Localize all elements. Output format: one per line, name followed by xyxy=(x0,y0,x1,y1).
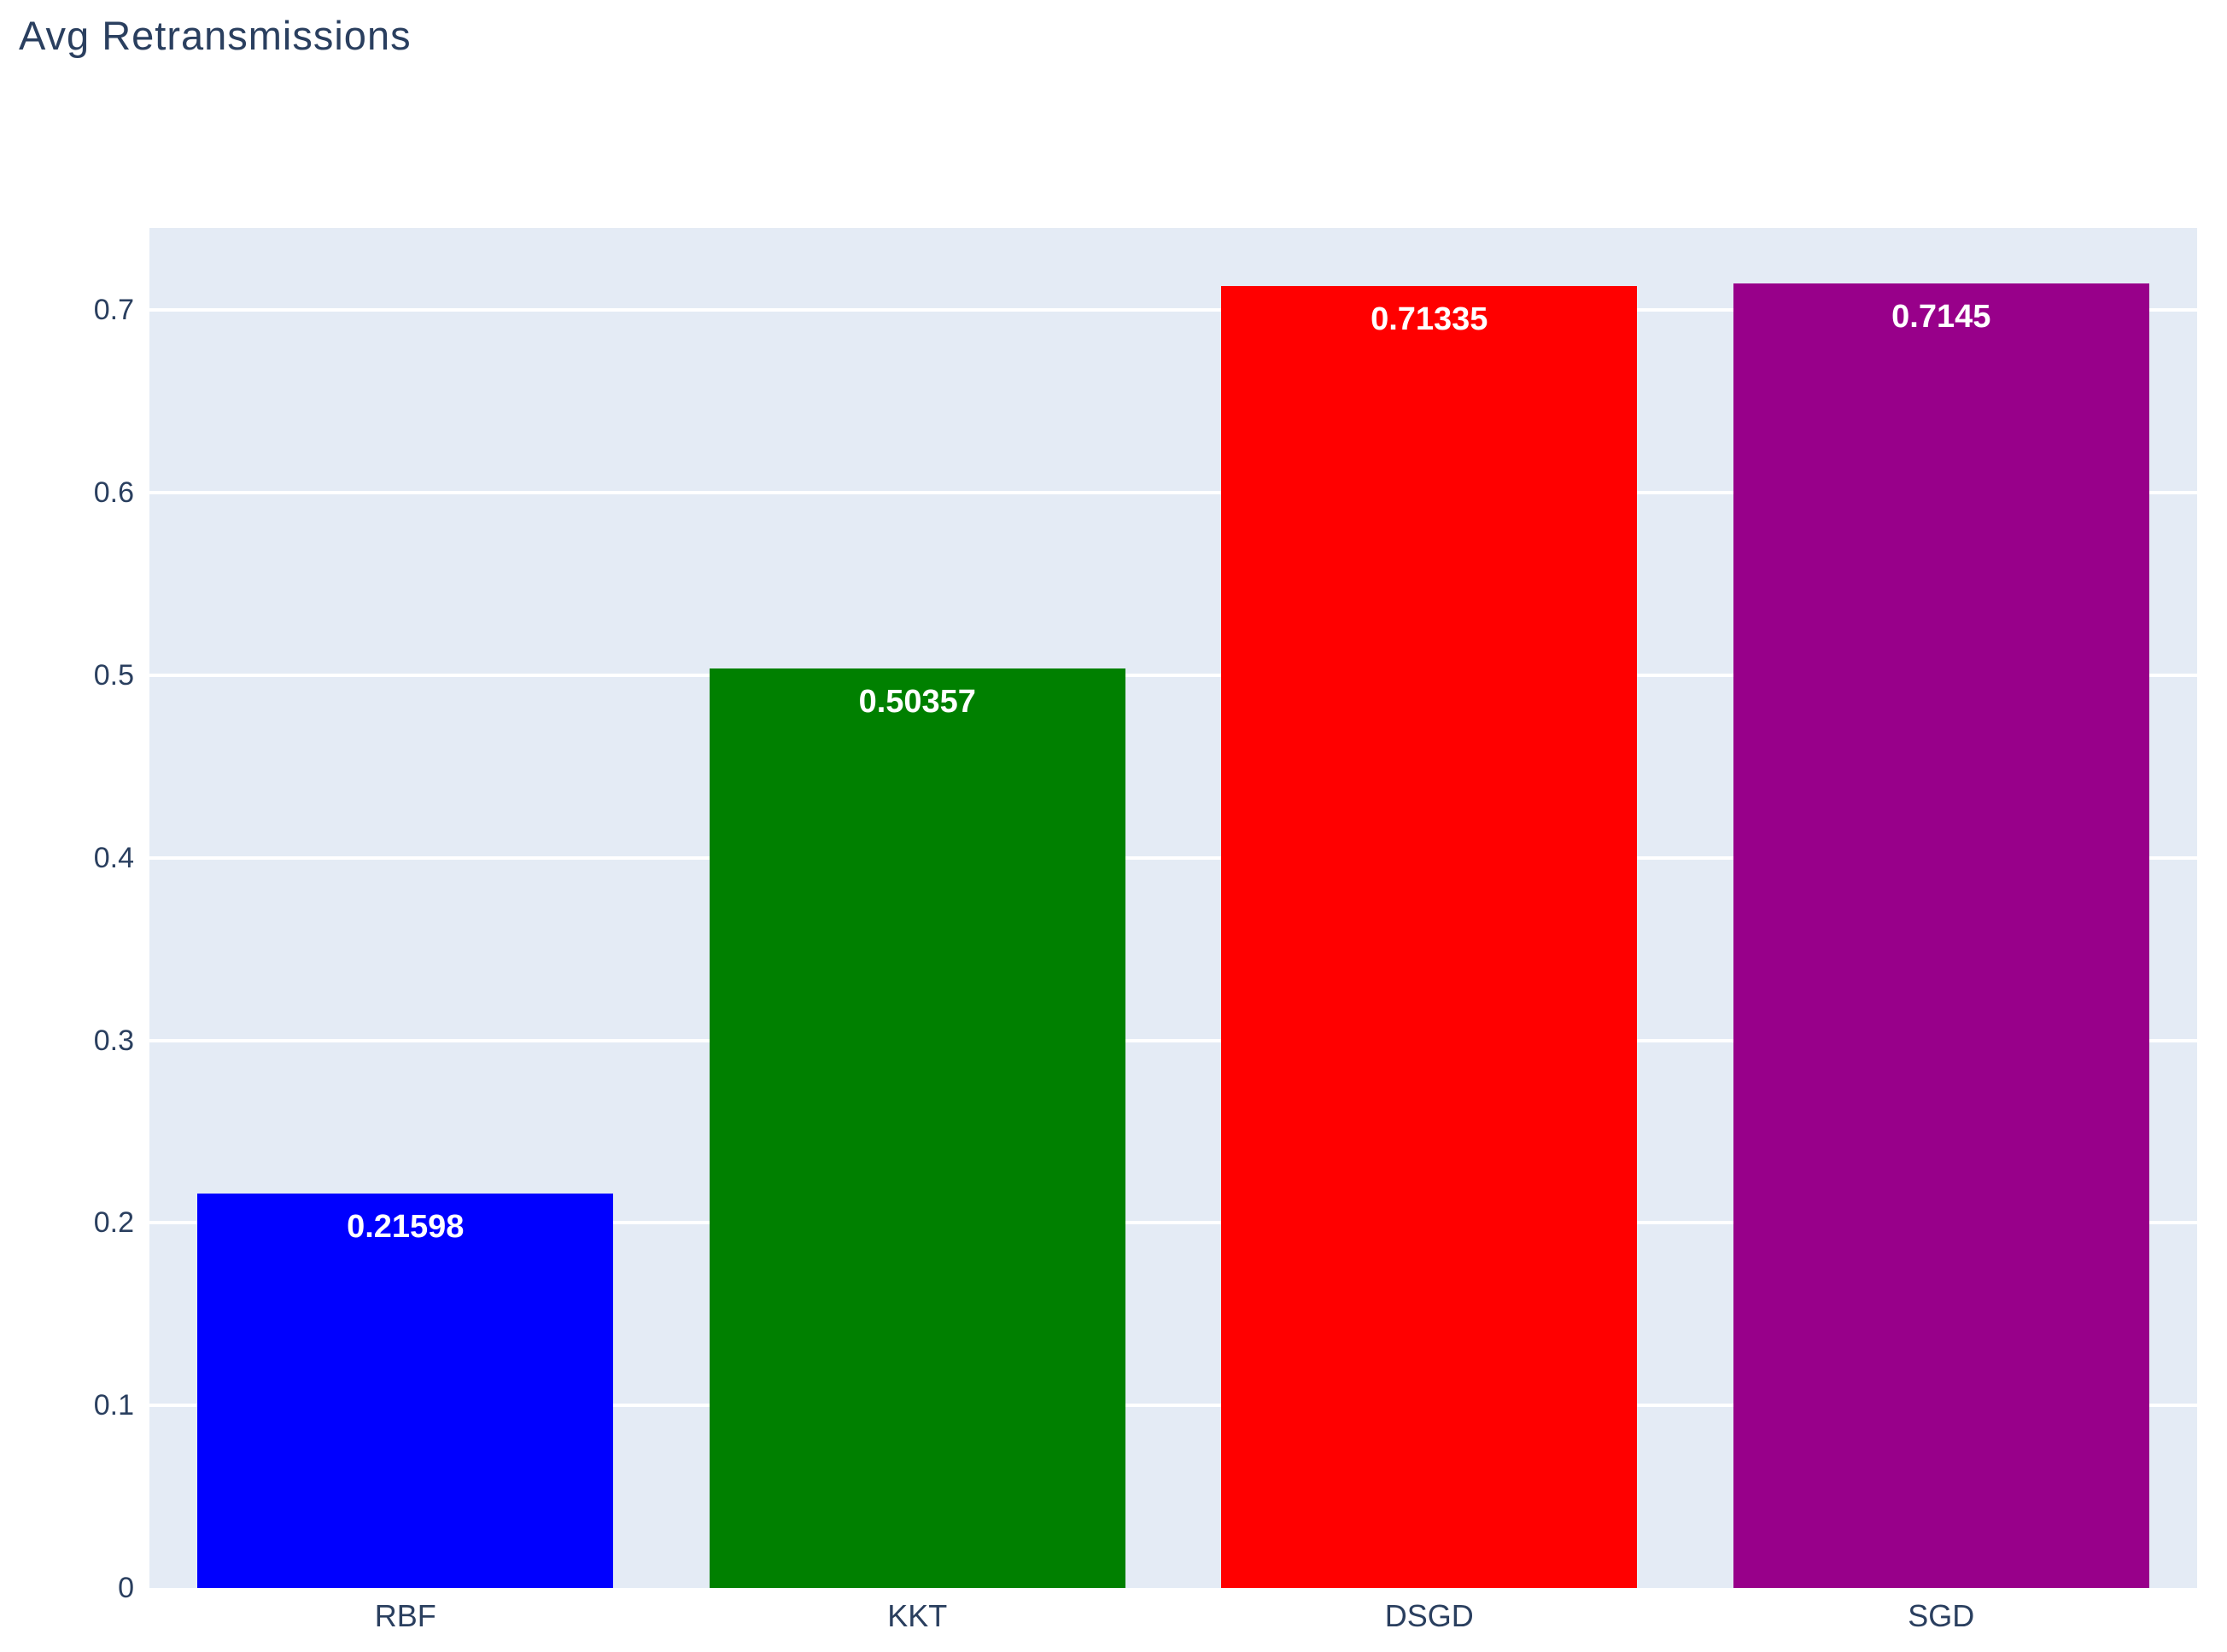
x-tick-label-kkt: KKT xyxy=(887,1598,948,1633)
gridline xyxy=(149,1038,2197,1042)
bar-kkt[interactable] xyxy=(709,668,1125,1588)
x-tick-label-sgd: SGD xyxy=(1908,1598,1975,1633)
chart-title: Avg Retransmissions xyxy=(19,13,412,58)
bar-value-label: 0.21598 xyxy=(347,1209,465,1246)
gridline xyxy=(149,1221,2197,1225)
gridline xyxy=(149,491,2197,495)
y-tick-label: 0 xyxy=(118,1572,134,1604)
x-tick-label-rbf: RBF xyxy=(374,1598,436,1633)
y-tick-label: 0.7 xyxy=(93,294,134,327)
gridline xyxy=(149,308,2197,312)
y-tick-label: 0.2 xyxy=(93,1206,134,1240)
gridline xyxy=(149,1404,2197,1408)
y-tick-label: 0.3 xyxy=(93,1024,134,1057)
x-tick-label-dsgd: DSGD xyxy=(1384,1598,1474,1633)
y-tick-label: 0.5 xyxy=(93,658,134,692)
bar-dsgd[interactable] xyxy=(1221,285,1638,1588)
gridline xyxy=(149,673,2197,677)
bar-value-label: 0.7145 xyxy=(1891,299,1991,336)
bar-value-label: 0.71335 xyxy=(1371,301,1488,337)
y-tick-label: 0.6 xyxy=(93,476,134,510)
bar-value-label: 0.50357 xyxy=(858,684,976,721)
bar-rbf[interactable] xyxy=(197,1194,614,1588)
y-tick-label: 0.4 xyxy=(93,841,134,874)
bar-sgd[interactable] xyxy=(1733,283,2149,1588)
y-tick-label: 0.1 xyxy=(93,1389,134,1422)
gridline xyxy=(149,855,2197,860)
